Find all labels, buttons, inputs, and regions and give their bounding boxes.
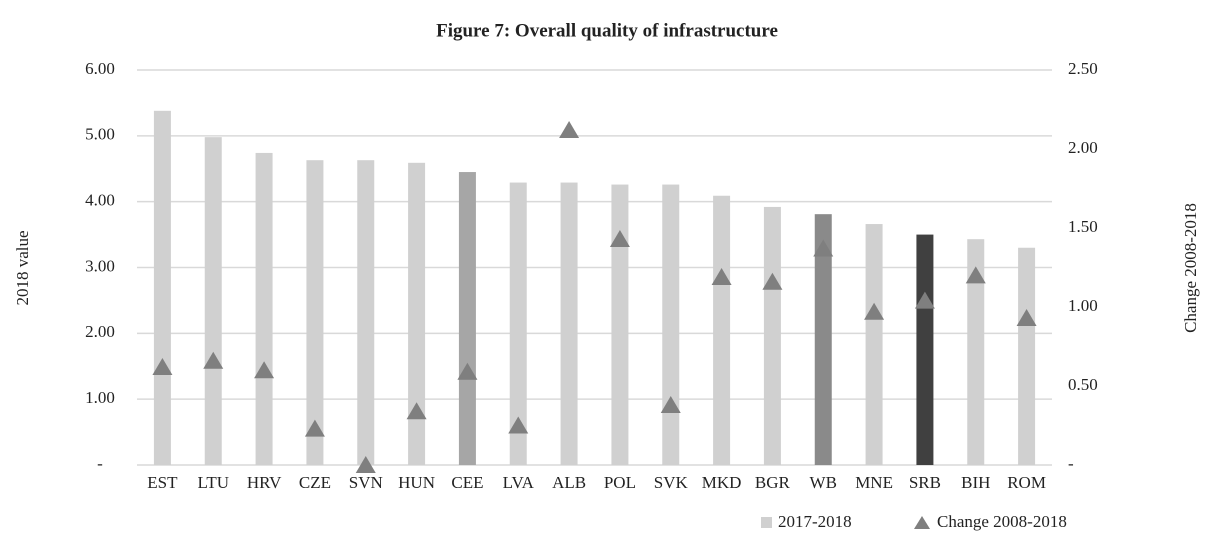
bar <box>306 160 324 466</box>
triangle-marker <box>508 416 529 434</box>
x-tick-label: ROM <box>1007 473 1046 492</box>
triangle-marker <box>813 239 834 257</box>
triangle-marker <box>965 266 986 284</box>
x-tick-label: MKD <box>702 473 742 492</box>
y2-tick-label: 0.50 <box>1068 375 1098 394</box>
y-tick-label: 4.00 <box>85 191 115 210</box>
bar <box>357 160 375 466</box>
x-tick-label: WB <box>810 473 837 492</box>
y-tick-label: - <box>97 454 103 473</box>
bar <box>153 110 171 466</box>
x-tick-label: SRB <box>909 473 941 492</box>
bar <box>865 224 883 465</box>
triangle-marker <box>864 302 885 320</box>
x-tick-label: SVK <box>654 473 689 492</box>
triangle-marker <box>304 419 325 437</box>
bar <box>1018 247 1036 465</box>
x-tick-label: EST <box>147 473 178 492</box>
x-tick-label: LTU <box>198 473 230 492</box>
x-tick-label: BGR <box>755 473 791 492</box>
x-tick-label: POL <box>604 473 636 492</box>
legend-label: Change 2008-2018 <box>937 512 1067 531</box>
bar <box>204 137 222 465</box>
chart-title: Figure 7: Overall quality of infrastruct… <box>436 20 778 41</box>
triangle-marker <box>254 361 275 379</box>
bar <box>509 182 527 465</box>
y2-tick-label: 2.50 <box>1068 59 1098 78</box>
bar <box>916 234 934 465</box>
bar <box>255 152 273 465</box>
y2-tick-label: 1.00 <box>1068 296 1098 315</box>
y2-tick-label: - <box>1068 454 1074 473</box>
bar <box>560 182 578 465</box>
x-tick-label: BIH <box>961 473 990 492</box>
bar <box>611 184 629 466</box>
bar <box>408 162 426 465</box>
y-tick-label: 6.00 <box>85 59 115 78</box>
triangle-marker <box>1016 309 1037 327</box>
bar <box>967 239 985 465</box>
legend-swatch <box>761 517 772 528</box>
triangle-marker <box>762 272 783 290</box>
triangle-marker <box>609 230 630 248</box>
y-tick-label: 1.00 <box>85 388 115 407</box>
x-tick-label: SVN <box>349 473 383 492</box>
x-tick-label: CZE <box>299 473 331 492</box>
y-tick-label: 2.00 <box>85 322 115 341</box>
legend-label: 2017-2018 <box>778 512 852 531</box>
y-tick-label: 3.00 <box>85 256 115 275</box>
triangle-marker <box>355 456 376 473</box>
triangle-marker <box>660 395 681 413</box>
x-tick-label: HUN <box>398 473 435 492</box>
triangle-marker <box>559 121 580 139</box>
triangle-marker <box>457 362 478 380</box>
x-tick-label: CEE <box>451 473 483 492</box>
triangle-marker <box>203 351 224 369</box>
y-axis-label: 2018 value <box>13 230 32 305</box>
x-tick-label: MNE <box>855 473 893 492</box>
y-tick-label: 5.00 <box>85 125 115 144</box>
y2-tick-label: 1.50 <box>1068 217 1098 236</box>
bar <box>763 206 781 465</box>
bar <box>662 184 680 466</box>
triangle-marker <box>152 358 173 376</box>
triangle-marker <box>406 402 427 420</box>
bar <box>713 195 731 465</box>
triangle-marker <box>914 291 935 309</box>
y2-axis-label: Change 2008-2018 <box>1181 203 1200 333</box>
triangle-marker <box>711 267 732 285</box>
y2-tick-label: 2.00 <box>1068 138 1098 157</box>
bar <box>458 172 476 465</box>
legend-swatch <box>914 516 930 529</box>
x-tick-label: HRV <box>247 473 282 492</box>
x-tick-label: LVA <box>503 473 535 492</box>
x-tick-label: ALB <box>552 473 586 492</box>
bar <box>814 214 832 465</box>
